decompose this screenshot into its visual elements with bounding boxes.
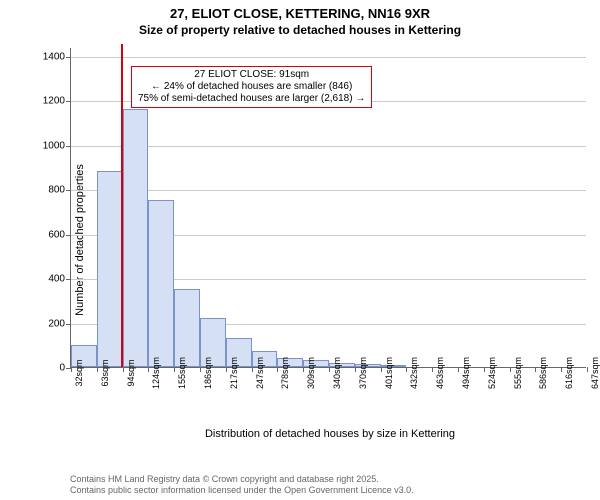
xtick-label: 647sqm bbox=[590, 357, 600, 389]
chart-title: 27, ELIOT CLOSE, KETTERING, NN16 9XR bbox=[0, 0, 600, 21]
xtick-label: 370sqm bbox=[358, 357, 368, 389]
histogram-bar bbox=[97, 171, 123, 367]
xtick-mark bbox=[200, 367, 201, 372]
ytick-label: 800 bbox=[48, 185, 65, 196]
annotation-line: 75% of semi-detached houses are larger (… bbox=[138, 93, 365, 105]
xtick-label: 94sqm bbox=[126, 359, 136, 386]
xtick-label: 278sqm bbox=[280, 357, 290, 389]
xtick-mark bbox=[510, 367, 511, 372]
xtick-label: 555sqm bbox=[513, 357, 523, 389]
ytick-label: 600 bbox=[48, 229, 65, 240]
property-marker-line bbox=[121, 44, 123, 367]
xtick-mark bbox=[432, 367, 433, 372]
xtick-mark bbox=[355, 367, 356, 372]
xtick-label: 524sqm bbox=[487, 357, 497, 389]
ytick-mark bbox=[66, 190, 71, 191]
annotation-line: ← 24% of detached houses are smaller (84… bbox=[138, 81, 365, 93]
ytick-mark bbox=[66, 57, 71, 58]
xtick-label: 186sqm bbox=[203, 357, 213, 389]
xtick-mark bbox=[252, 367, 253, 372]
xtick-mark bbox=[381, 367, 382, 372]
xtick-label: 124sqm bbox=[151, 357, 161, 389]
xtick-label: 309sqm bbox=[306, 357, 316, 389]
xtick-label: 63sqm bbox=[100, 359, 110, 386]
xtick-label: 616sqm bbox=[564, 357, 574, 389]
xtick-mark bbox=[561, 367, 562, 372]
ytick-mark bbox=[66, 101, 71, 102]
footer-attribution: Contains HM Land Registry data © Crown c… bbox=[70, 474, 414, 496]
xtick-label: 155sqm bbox=[177, 357, 187, 389]
xtick-label: 586sqm bbox=[538, 357, 548, 389]
xtick-label: 401sqm bbox=[384, 357, 394, 389]
x-axis-label: Distribution of detached houses by size … bbox=[70, 428, 590, 440]
xtick-label: 32sqm bbox=[74, 359, 84, 386]
xtick-label: 340sqm bbox=[332, 357, 342, 389]
xtick-label: 432sqm bbox=[409, 357, 419, 389]
footer-line-2: Contains public sector information licen… bbox=[70, 485, 414, 496]
xtick-mark bbox=[226, 367, 227, 372]
xtick-label: 247sqm bbox=[255, 357, 265, 389]
xtick-mark bbox=[174, 367, 175, 372]
xtick-label: 494sqm bbox=[461, 357, 471, 389]
ytick-mark bbox=[66, 146, 71, 147]
xtick-mark bbox=[406, 367, 407, 372]
footer-line-1: Contains HM Land Registry data © Crown c… bbox=[70, 474, 414, 485]
xtick-mark bbox=[277, 367, 278, 372]
ytick-mark bbox=[66, 324, 71, 325]
ytick-mark bbox=[66, 235, 71, 236]
chart-container: Number of detached properties 0200400600… bbox=[0, 42, 600, 438]
histogram-bar bbox=[174, 289, 200, 367]
histogram-bar bbox=[123, 109, 149, 367]
xtick-mark bbox=[123, 367, 124, 372]
xtick-mark bbox=[535, 367, 536, 372]
ytick-mark bbox=[66, 279, 71, 280]
xtick-mark bbox=[303, 367, 304, 372]
xtick-label: 217sqm bbox=[229, 357, 239, 389]
ytick-label: 400 bbox=[48, 274, 65, 285]
gridline bbox=[71, 57, 586, 58]
histogram-bar bbox=[148, 200, 174, 367]
xtick-mark bbox=[97, 367, 98, 372]
xtick-mark bbox=[71, 367, 72, 372]
annotation-line: 27 ELIOT CLOSE: 91sqm bbox=[138, 69, 365, 81]
xtick-mark bbox=[484, 367, 485, 372]
ytick-label: 1200 bbox=[43, 96, 65, 107]
annotation-box: 27 ELIOT CLOSE: 91sqm← 24% of detached h… bbox=[131, 66, 372, 108]
xtick-mark bbox=[587, 367, 588, 372]
xtick-mark bbox=[148, 367, 149, 372]
ytick-label: 1400 bbox=[43, 51, 65, 62]
xtick-mark bbox=[458, 367, 459, 372]
chart-subtitle: Size of property relative to detached ho… bbox=[0, 21, 600, 37]
ytick-label: 200 bbox=[48, 318, 65, 329]
xtick-label: 463sqm bbox=[435, 357, 445, 389]
plot-area: 020040060080010001200140032sqm63sqm94sqm… bbox=[70, 48, 586, 368]
ytick-label: 0 bbox=[59, 363, 65, 374]
xtick-mark bbox=[329, 367, 330, 372]
ytick-label: 1000 bbox=[43, 140, 65, 151]
